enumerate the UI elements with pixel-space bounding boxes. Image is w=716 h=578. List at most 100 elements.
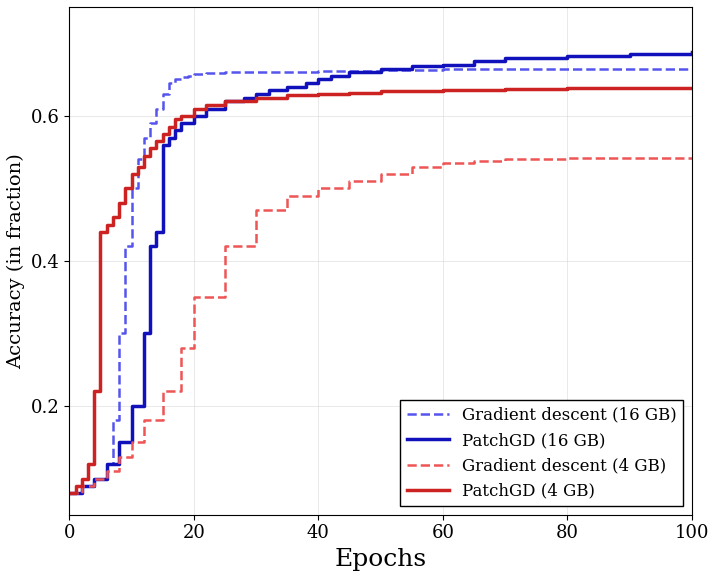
Gradient descent (4 GB) bbox=[314, 185, 323, 192]
PatchGD (16 GB) bbox=[153, 228, 161, 235]
Line: Gradient descent (16 GB): Gradient descent (16 GB) bbox=[69, 69, 692, 493]
Gradient descent (16 GB) bbox=[171, 76, 180, 83]
PatchGD (16 GB) bbox=[377, 65, 385, 72]
PatchGD (4 GB) bbox=[345, 89, 354, 96]
PatchGD (4 GB) bbox=[146, 145, 155, 152]
Gradient descent (16 GB) bbox=[140, 134, 148, 141]
PatchGD (4 GB) bbox=[177, 112, 185, 119]
Gradient descent (16 GB) bbox=[102, 461, 111, 468]
PatchGD (4 GB) bbox=[171, 116, 180, 123]
PatchGD (16 GB) bbox=[563, 52, 571, 59]
Gradient descent (4 GB) bbox=[345, 177, 354, 184]
PatchGD (4 GB) bbox=[121, 185, 130, 192]
Gradient descent (4 GB) bbox=[190, 294, 198, 301]
PatchGD (4 GB) bbox=[500, 86, 509, 92]
PatchGD (4 GB) bbox=[84, 461, 92, 468]
PatchGD (4 GB) bbox=[314, 91, 323, 98]
PatchGD (4 GB) bbox=[77, 475, 86, 482]
Gradient descent (16 GB) bbox=[500, 66, 509, 73]
Gradient descent (16 GB) bbox=[109, 417, 117, 424]
PatchGD (16 GB) bbox=[190, 112, 198, 119]
Gradient descent (4 GB) bbox=[252, 206, 261, 213]
Gradient descent (16 GB) bbox=[90, 475, 99, 482]
Gradient descent (4 GB) bbox=[377, 171, 385, 177]
Gradient descent (4 GB) bbox=[115, 453, 123, 460]
PatchGD (16 GB) bbox=[158, 141, 167, 148]
PatchGD (4 GB) bbox=[438, 86, 447, 93]
PatchGD (16 GB) bbox=[221, 98, 229, 105]
PatchGD (16 GB) bbox=[470, 58, 478, 65]
PatchGD (4 GB) bbox=[90, 388, 99, 395]
Gradient descent (16 GB) bbox=[177, 74, 185, 81]
Gradient descent (16 GB) bbox=[221, 69, 229, 76]
PatchGD (4 GB) bbox=[377, 88, 385, 95]
PatchGD (4 GB) bbox=[687, 85, 696, 92]
Gradient descent (4 GB) bbox=[438, 160, 447, 166]
Gradient descent (16 GB) bbox=[115, 330, 123, 337]
PatchGD (4 GB) bbox=[102, 221, 111, 228]
Gradient descent (16 GB) bbox=[121, 243, 130, 250]
PatchGD (16 GB) bbox=[140, 330, 148, 337]
PatchGD (16 GB) bbox=[438, 61, 447, 68]
PatchGD (16 GB) bbox=[407, 63, 416, 70]
Gradient descent (16 GB) bbox=[687, 66, 696, 73]
PatchGD (16 GB) bbox=[77, 482, 86, 489]
Gradient descent (16 GB) bbox=[563, 66, 571, 73]
Gradient descent (4 GB) bbox=[500, 156, 509, 163]
PatchGD (16 GB) bbox=[102, 461, 111, 468]
PatchGD (16 GB) bbox=[500, 54, 509, 61]
Gradient descent (16 GB) bbox=[314, 67, 323, 74]
PatchGD (4 GB) bbox=[283, 92, 291, 99]
Gradient descent (4 GB) bbox=[177, 344, 185, 351]
PatchGD (16 GB) bbox=[127, 402, 136, 409]
PatchGD (4 GB) bbox=[165, 123, 173, 130]
PatchGD (16 GB) bbox=[165, 134, 173, 141]
Gradient descent (16 GB) bbox=[183, 72, 192, 79]
Gradient descent (16 GB) bbox=[133, 156, 142, 163]
PatchGD (4 GB) bbox=[72, 482, 80, 489]
PatchGD (4 GB) bbox=[202, 101, 211, 108]
PatchGD (16 GB) bbox=[326, 72, 335, 79]
Gradient descent (16 GB) bbox=[65, 490, 74, 497]
Gradient descent (16 GB) bbox=[625, 66, 634, 73]
PatchGD (4 GB) bbox=[127, 171, 136, 177]
PatchGD (4 GB) bbox=[252, 94, 261, 101]
PatchGD (4 GB) bbox=[133, 163, 142, 170]
X-axis label: Epochs: Epochs bbox=[334, 548, 427, 571]
PatchGD (16 GB) bbox=[177, 120, 185, 127]
Line: PatchGD (16 GB): PatchGD (16 GB) bbox=[69, 52, 692, 493]
Gradient descent (16 GB) bbox=[438, 66, 447, 73]
PatchGD (16 GB) bbox=[264, 87, 273, 94]
PatchGD (16 GB) bbox=[252, 91, 261, 98]
Gradient descent (16 GB) bbox=[158, 91, 167, 98]
Gradient descent (4 GB) bbox=[65, 490, 74, 497]
Line: PatchGD (4 GB): PatchGD (4 GB) bbox=[69, 88, 692, 493]
Gradient descent (16 GB) bbox=[377, 66, 385, 73]
Gradient descent (4 GB) bbox=[102, 468, 111, 475]
Gradient descent (4 GB) bbox=[687, 154, 696, 161]
Y-axis label: Accuracy (in fraction): Accuracy (in fraction) bbox=[7, 153, 25, 369]
PatchGD (16 GB) bbox=[314, 76, 323, 83]
PatchGD (16 GB) bbox=[146, 243, 155, 250]
PatchGD (4 GB) bbox=[96, 228, 105, 235]
PatchGD (4 GB) bbox=[109, 214, 117, 221]
PatchGD (16 GB) bbox=[283, 83, 291, 90]
Line: Gradient descent (4 GB): Gradient descent (4 GB) bbox=[69, 158, 692, 493]
Gradient descent (4 GB) bbox=[140, 417, 148, 424]
PatchGD (4 GB) bbox=[625, 85, 634, 92]
PatchGD (16 GB) bbox=[301, 80, 310, 87]
Gradient descent (16 GB) bbox=[252, 68, 261, 75]
Gradient descent (4 GB) bbox=[283, 192, 291, 199]
Gradient descent (4 GB) bbox=[563, 154, 571, 161]
PatchGD (4 GB) bbox=[563, 85, 571, 92]
PatchGD (4 GB) bbox=[153, 138, 161, 144]
Gradient descent (16 GB) bbox=[165, 80, 173, 87]
Gradient descent (4 GB) bbox=[77, 482, 86, 489]
Legend: Gradient descent (16 GB), PatchGD (16 GB), Gradient descent (4 GB), PatchGD (4 G: Gradient descent (16 GB), PatchGD (16 GB… bbox=[400, 400, 684, 506]
PatchGD (4 GB) bbox=[140, 152, 148, 159]
Gradient descent (4 GB) bbox=[625, 154, 634, 161]
PatchGD (16 GB) bbox=[171, 127, 180, 134]
Gradient descent (16 GB) bbox=[127, 185, 136, 192]
PatchGD (16 GB) bbox=[115, 439, 123, 446]
PatchGD (16 GB) bbox=[625, 51, 634, 58]
